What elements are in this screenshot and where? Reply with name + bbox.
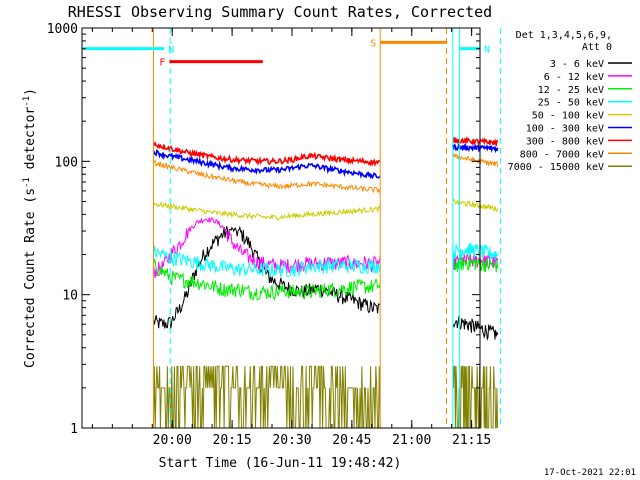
x-tick-label: 20:00 [153, 433, 192, 448]
x-tick-label: 20:30 [272, 433, 311, 448]
series-trace [452, 143, 499, 154]
legend-label: 3 - 6 keV [550, 59, 604, 70]
legend-entry: 25 - 50 keV [538, 98, 632, 109]
legend-label: 6 - 12 keV [544, 72, 604, 83]
flag-label: F [159, 58, 165, 69]
x-axis-label: Start Time (16-Jun-11 19:48:42) [159, 456, 402, 471]
flag-label: N [484, 45, 490, 56]
series-trace [152, 141, 381, 168]
series-3-6-keV [153, 225, 499, 341]
legend-header: Att 0 [582, 42, 612, 53]
series-800-7000-keV [153, 152, 499, 194]
legend-entry: 100 - 300 keV [526, 124, 632, 135]
legend-entry: 7000 - 15000 keV [508, 162, 632, 173]
y-axis-label-sup2: -1 [22, 96, 32, 107]
legend-label: 50 - 100 keV [532, 111, 604, 122]
y-tick-label: 10 [62, 289, 78, 304]
legend-entry: 300 - 800 keV [526, 136, 632, 147]
legend-entry: 12 - 25 keV [538, 85, 632, 96]
chart-title: RHESSI Observing Summary Count Rates, Co… [68, 3, 492, 21]
flag-label: S [370, 38, 376, 49]
series-trace [153, 245, 381, 278]
boundary-layer [152, 28, 501, 428]
legend-entry: 6 - 12 keV [544, 72, 632, 83]
series-100-300-keV [152, 143, 499, 180]
footer-date: 17-Oct-2021 22:01 [544, 468, 636, 478]
legend-entry: 50 - 100 keV [532, 111, 632, 122]
y-axis-label: Corrected Count Rate (s-1 detector-1) [22, 88, 38, 368]
legend-entry: 800 - 7000 keV [520, 149, 632, 160]
series-25-50-keV [153, 242, 499, 278]
legend-header: Det 1,3,4,5,6,9, [516, 30, 612, 41]
series-layer [152, 136, 499, 429]
legend-label: 25 - 50 keV [538, 98, 604, 109]
y-tick-label: 100 [55, 155, 78, 170]
series-trace [452, 315, 499, 341]
y-axis-label-main: Corrected Count Rate (s [23, 188, 38, 368]
series-trace [452, 242, 499, 261]
y-axis-label-end: ) [23, 88, 38, 96]
legend: Det 1,3,4,5,6,9,Att 0 3 - 6 keV 6 - 12 keV… [508, 30, 632, 173]
y-tick-label: 1000 [47, 22, 78, 37]
legend-label: 300 - 800 keV [526, 136, 604, 147]
legend-label: 800 - 7000 keV [520, 149, 604, 160]
legend-label: 100 - 300 keV [526, 124, 604, 135]
series-trace [452, 136, 499, 147]
series-trace [452, 152, 499, 167]
x-tick-label: 20:15 [213, 433, 252, 448]
x-tick-label: 21:15 [452, 433, 491, 448]
series-trace [153, 225, 381, 329]
series-trace [152, 149, 381, 180]
x-tick-label: 20:45 [332, 433, 371, 448]
series-50-100-keV [153, 198, 499, 221]
y-axis-label-mid: detector [23, 107, 38, 178]
series-trace [452, 255, 499, 273]
legend-label: 7000 - 15000 keV [508, 162, 604, 173]
series-trace [452, 198, 499, 213]
series-12-25-keV [153, 255, 499, 301]
series-trace [153, 365, 381, 429]
plot-frame [81, 27, 481, 429]
series-trace [153, 201, 381, 221]
flag-label: N [168, 45, 174, 56]
axis-layer: 1 10 100 1000 20:00 20:15 20:30 20:45 21:00 21:15 [47, 22, 491, 448]
legend-entry: 3 - 6 keV [550, 59, 632, 70]
series-300-800-keV [152, 136, 499, 168]
x-tick-label: 21:00 [392, 433, 431, 448]
flag-layer: N NFS [82, 38, 490, 69]
legend-label: 12 - 25 keV [538, 85, 604, 96]
y-tick-label: 1 [70, 422, 78, 437]
series-trace [153, 159, 381, 194]
series-trace [153, 258, 381, 301]
y-axis-label-sup1: -1 [22, 177, 32, 188]
